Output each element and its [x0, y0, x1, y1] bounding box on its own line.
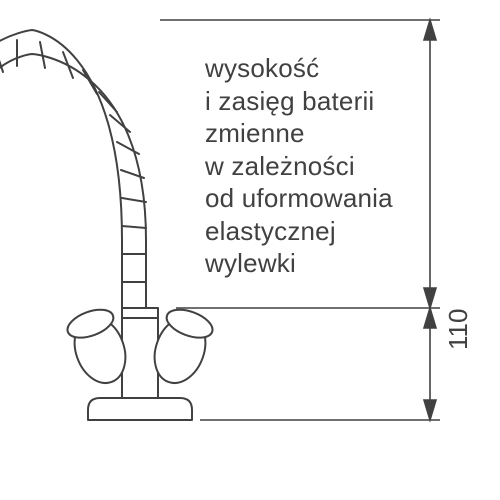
annotation-line: wylewki [205, 247, 405, 280]
annotation-line: w zależności [205, 150, 405, 183]
annotation-line: elastycznej [205, 215, 405, 248]
faucet-diagram: { "diagram": { "type": "technical-line-d… [0, 0, 500, 500]
dimension-110-label: 110 [443, 309, 474, 350]
faucet-base [88, 398, 192, 420]
annotation-line: zmienne [205, 117, 405, 150]
spout [0, 30, 146, 308]
annotation-text: wysokość i zasięg baterii zmienne w zale… [205, 52, 405, 280]
annotation-line: od uformowania [205, 182, 405, 215]
annotation-line: i zasięg baterii [205, 85, 405, 118]
faucet-column [122, 308, 158, 398]
annotation-line: wysokość [205, 52, 405, 85]
